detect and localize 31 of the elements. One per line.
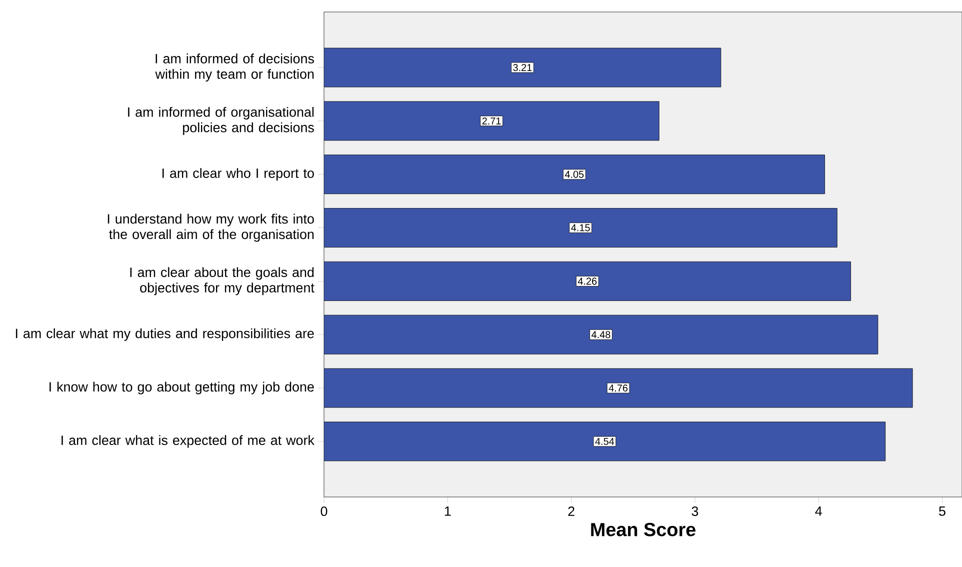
data-label: 4.48 — [592, 331, 610, 338]
y-tick-label: I am informed of decisions within my team or function — [155, 54, 314, 82]
data-label: 3.21 — [513, 64, 532, 72]
x-tick-label: 2 — [568, 506, 574, 516]
data-label: 4.05 — [564, 170, 584, 178]
y-tick-label: I understand how my work fits into the overall aim of the organisation — [108, 214, 314, 242]
x-axis-title: Mean Score — [591, 522, 696, 536]
data-label: 4.76 — [608, 384, 628, 392]
y-tick-label: I know how to go about getting my job done — [50, 382, 314, 394]
data-label: 2.71 — [482, 117, 501, 124]
y-tick-label: I am clear what my duties and responsibilities are — [16, 328, 314, 341]
bar — [324, 261, 851, 301]
bar — [324, 422, 886, 462]
y-tick-label: I am clear what is expected of me at work — [62, 435, 314, 448]
y-tick-label: I am clear who I report to — [162, 168, 314, 181]
y-tick-label: I am informed of organisational policies and decisions — [128, 106, 314, 135]
bar — [324, 154, 825, 194]
bar — [324, 314, 878, 354]
bar — [324, 208, 838, 248]
bar — [324, 48, 722, 88]
bar — [324, 368, 913, 408]
y-tick-label: I am clear about the goals and objectives for my department — [130, 267, 314, 296]
x-tick-label: 3 — [692, 506, 698, 516]
x-tick-label: 4 — [815, 506, 822, 516]
x-tick-label: 0 — [320, 506, 328, 516]
x-tick-label: 1 — [444, 506, 451, 516]
data-label: 4.26 — [578, 278, 597, 285]
bar — [324, 101, 660, 141]
x-tick-label: 5 — [939, 506, 946, 516]
data-label: 4.54 — [595, 438, 614, 445]
data-label: 4.15 — [571, 224, 590, 232]
